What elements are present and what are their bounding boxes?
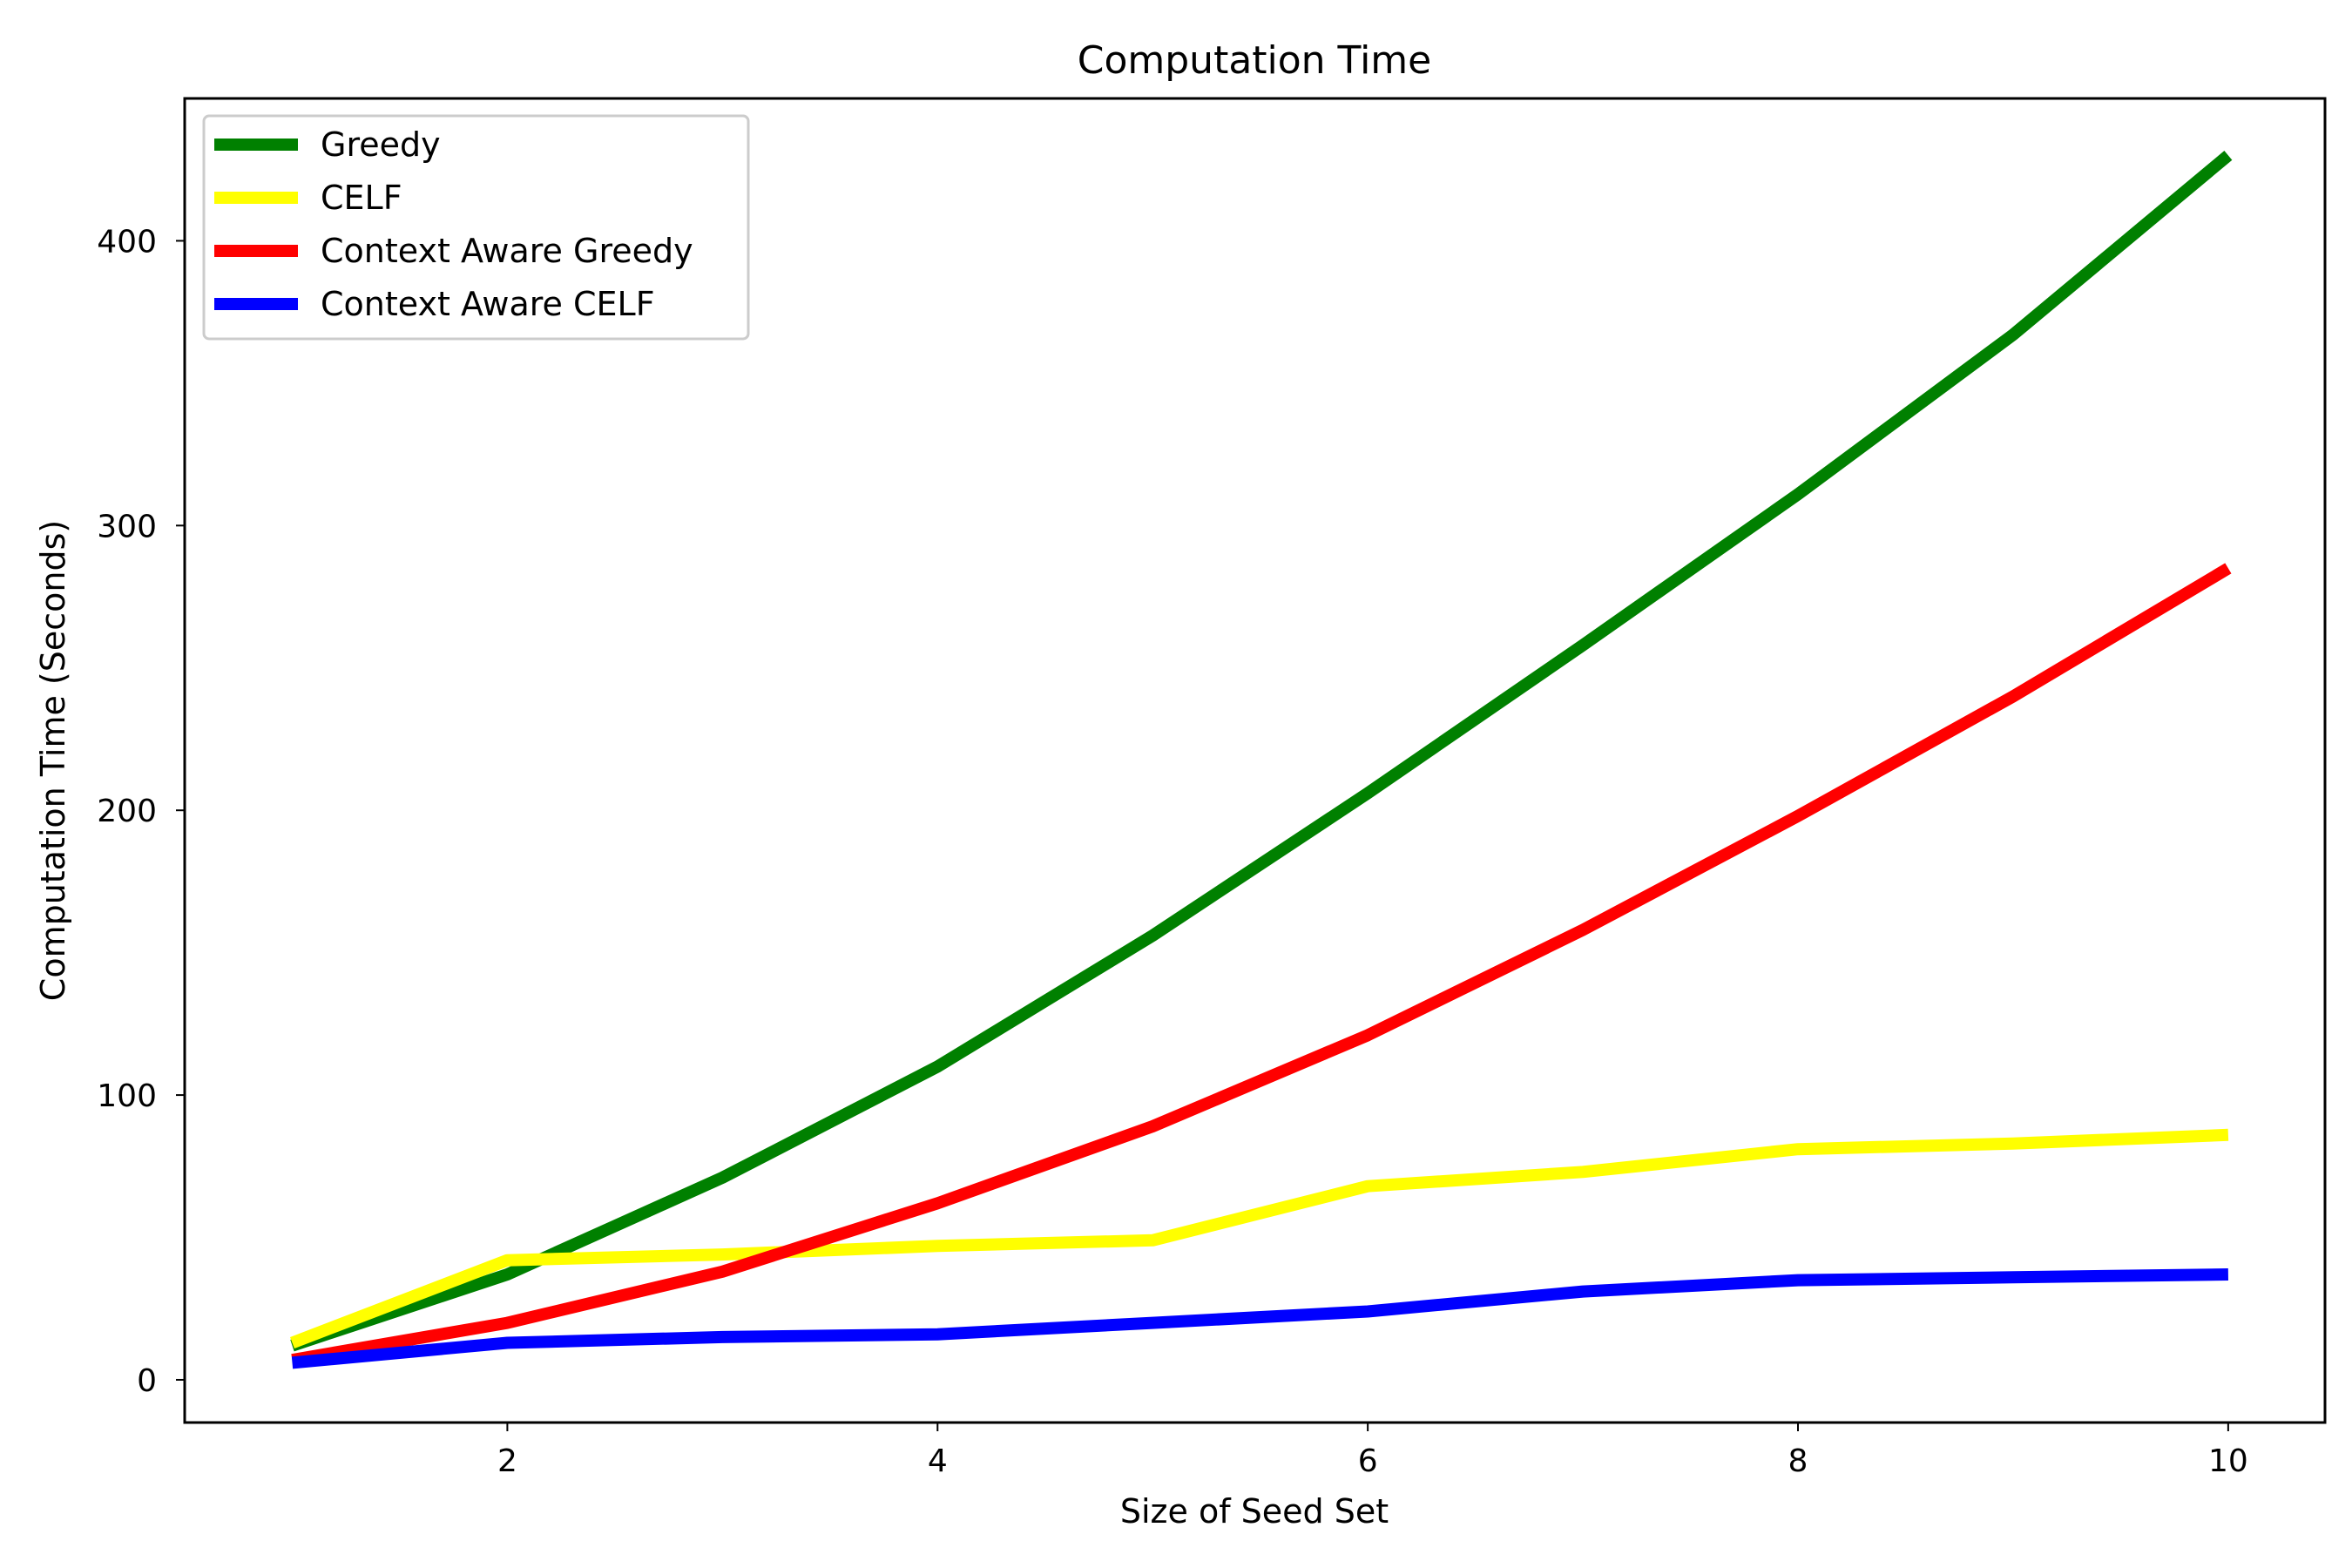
y-axis-label: Computation Time (Seconds) <box>34 520 72 1001</box>
legend-label: CELF <box>321 179 402 217</box>
y-tick-label: 0 <box>137 1363 157 1399</box>
chart-title: Computation Time <box>1078 38 1431 83</box>
x-axis: 2 4 6 8 10 <box>497 1423 2248 1479</box>
y-tick-label: 100 <box>97 1078 157 1114</box>
y-axis: 0 100 200 300 400 <box>97 224 185 1399</box>
x-tick-label: 6 <box>1358 1443 1378 1479</box>
y-tick-label: 400 <box>97 224 157 260</box>
x-tick-label: 2 <box>497 1443 517 1479</box>
y-tick-label: 200 <box>97 794 157 829</box>
legend-label: Context Aware Greedy <box>321 232 693 270</box>
y-tick-label: 300 <box>97 509 157 544</box>
x-axis-label: Size of Seed Set <box>1120 1492 1389 1531</box>
series-line-0 <box>290 151 2233 1352</box>
series-line-2 <box>291 563 2232 1366</box>
legend: Greedy CELF Context Aware Greedy Context Aw… <box>202 114 750 341</box>
legend-label: Context Aware CELF <box>321 285 655 323</box>
series-layer <box>289 151 2233 1369</box>
legend-box <box>202 114 750 341</box>
series-line-3 <box>291 1268 2228 1369</box>
plot-frame <box>183 97 2327 1424</box>
legend-label: Greedy <box>321 125 441 164</box>
x-tick-label: 4 <box>928 1443 948 1479</box>
x-tick-label: 8 <box>1788 1443 1808 1479</box>
x-tick-label: 10 <box>2208 1443 2248 1479</box>
series-line-1 <box>289 1128 2229 1349</box>
